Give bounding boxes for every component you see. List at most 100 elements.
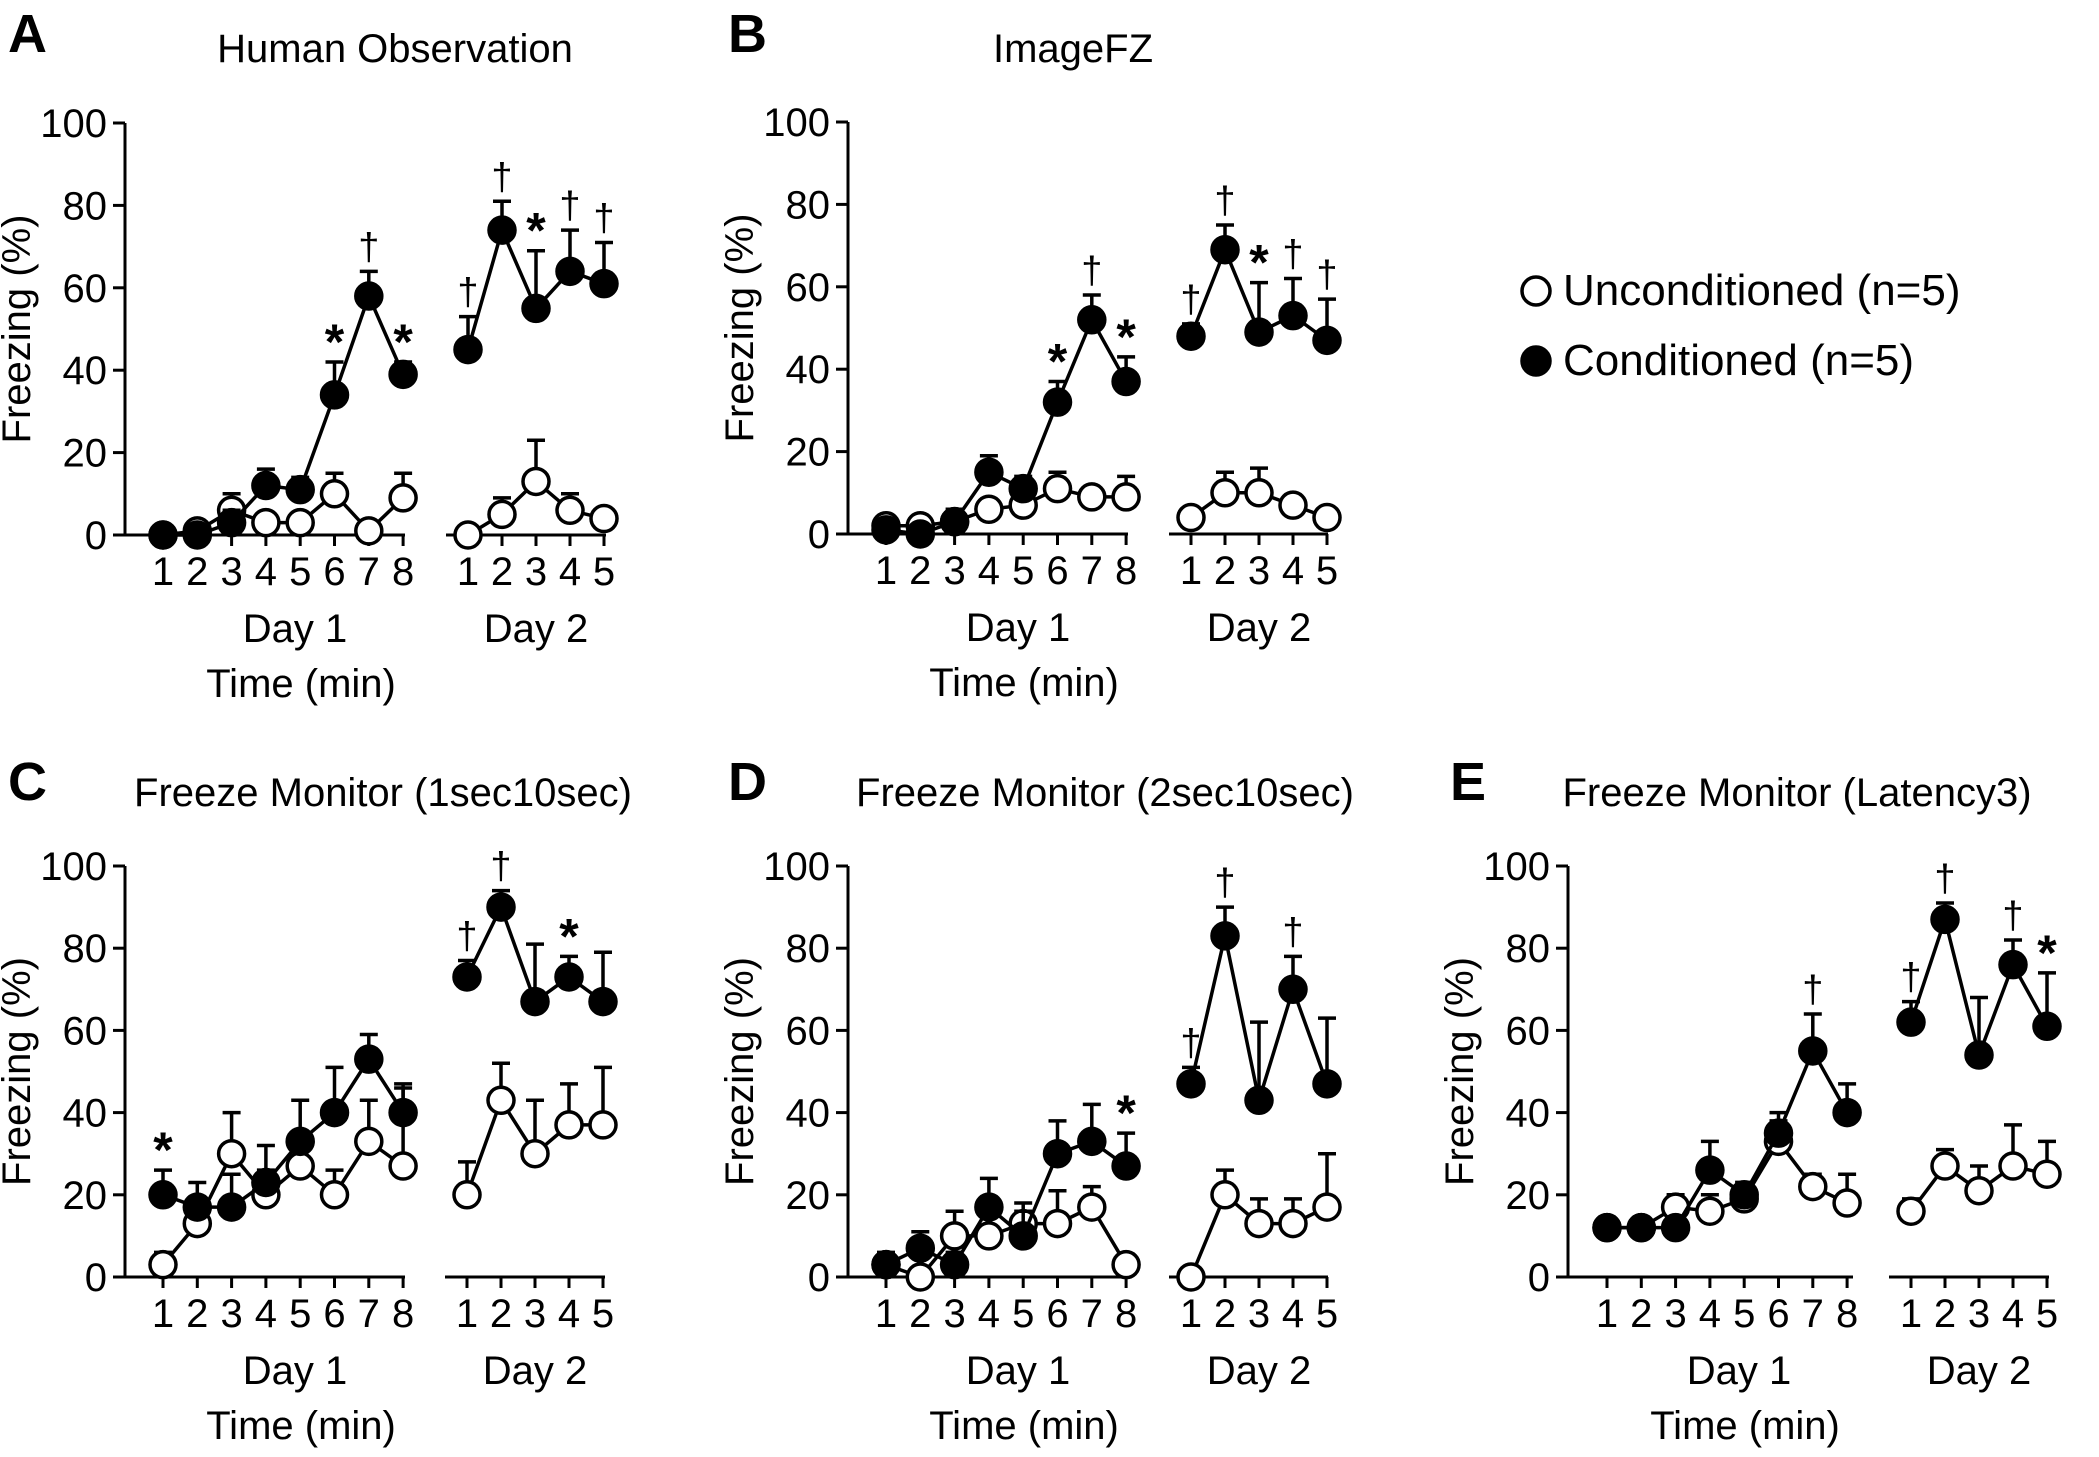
x-tick-label: 1 bbox=[875, 549, 897, 593]
series-conditioned bbox=[871, 223, 1342, 549]
data-point bbox=[216, 507, 247, 538]
group-label-day1: Day 1 bbox=[966, 1349, 1071, 1393]
significance-dagger: † bbox=[1180, 1022, 1201, 1064]
data-point bbox=[1930, 904, 1960, 935]
group-label-day1: Day 1 bbox=[243, 1349, 348, 1393]
data-point bbox=[1210, 234, 1240, 265]
x-tick-label: 4 bbox=[255, 1292, 277, 1336]
x-tick-label: 2 bbox=[1214, 549, 1236, 593]
x-tick-label: 5 bbox=[2036, 1292, 2058, 1336]
data-point bbox=[588, 986, 618, 1017]
data-point bbox=[216, 1138, 247, 1169]
x-axis-label: Time (min) bbox=[929, 661, 1119, 705]
group-label-day2: Day 2 bbox=[483, 1349, 588, 1393]
y-tick-label: 100 bbox=[763, 845, 830, 889]
data-point bbox=[354, 516, 384, 546]
x-tick-label: 3 bbox=[943, 1292, 965, 1336]
data-point bbox=[285, 507, 315, 538]
data-point bbox=[319, 1097, 350, 1128]
y-tick-label: 0 bbox=[85, 514, 107, 558]
x-tick-label: 6 bbox=[323, 550, 345, 594]
y-tick-label: 60 bbox=[786, 1009, 831, 1053]
x-tick-label: 2 bbox=[909, 1292, 931, 1336]
data-point bbox=[1042, 1138, 1073, 1169]
panel-d: D Freeze Monitor (2sec10sec) 0 20 40 60 80 100 F… bbox=[718, 752, 1354, 1448]
significance-dagger: † bbox=[559, 185, 580, 227]
data-point bbox=[354, 1044, 384, 1074]
data-point bbox=[2032, 1159, 2062, 1189]
data-point bbox=[1176, 321, 1206, 351]
data-point bbox=[453, 334, 483, 365]
data-point bbox=[589, 503, 619, 534]
x-tick-label: 2 bbox=[490, 1292, 512, 1336]
x-tick-label: 5 bbox=[592, 1292, 614, 1336]
y-tick-label: 0 bbox=[808, 513, 830, 557]
x-tick-label: 1 bbox=[152, 1292, 174, 1336]
panel-e: E Freeze Monitor (Latency3) 0 20 40 60 80 100 Fr… bbox=[1438, 752, 2062, 1448]
data-point bbox=[554, 962, 584, 992]
x-tick-label: 3 bbox=[943, 549, 965, 593]
data-point bbox=[1312, 1192, 1342, 1222]
data-point bbox=[1176, 1069, 1206, 1099]
data-point bbox=[1042, 1208, 1073, 1239]
data-point bbox=[905, 1233, 936, 1263]
chart-title: ImageFZ bbox=[993, 27, 1153, 71]
data-point bbox=[871, 1249, 901, 1280]
y-tick-label: 40 bbox=[63, 1092, 108, 1136]
y-axis-label: Freezing (%) bbox=[0, 215, 39, 444]
data-point bbox=[1111, 1249, 1141, 1280]
significance-dagger: † bbox=[491, 156, 512, 198]
data-point bbox=[486, 1085, 516, 1116]
x-tick-label: 6 bbox=[323, 1292, 345, 1336]
data-point bbox=[251, 470, 281, 501]
significance-star: * bbox=[1116, 309, 1136, 365]
data-point bbox=[354, 281, 384, 311]
x-tick-label: 8 bbox=[392, 1292, 414, 1336]
data-point bbox=[1832, 1188, 1862, 1218]
y-axis-label: Freezing (%) bbox=[718, 214, 762, 443]
data-point bbox=[1278, 974, 1308, 1005]
significance-dagger: † bbox=[358, 226, 379, 268]
significance-dagger: † bbox=[456, 916, 477, 958]
x-tick-label: 5 bbox=[289, 1292, 311, 1336]
y-tick-label: 20 bbox=[786, 431, 831, 475]
data-point bbox=[1111, 366, 1141, 397]
x-tick-label: 4 bbox=[2002, 1292, 2024, 1336]
x-tick-label: 8 bbox=[392, 550, 414, 594]
data-point bbox=[1042, 473, 1073, 504]
data-point bbox=[521, 293, 551, 324]
significance-dagger: † bbox=[1180, 279, 1201, 321]
data-point bbox=[974, 457, 1004, 487]
y-tick-label: 100 bbox=[1483, 845, 1550, 889]
y-tick-label: 0 bbox=[808, 1256, 830, 1300]
data-point bbox=[1111, 1151, 1141, 1181]
x-tick-label: 8 bbox=[1115, 549, 1137, 593]
x-tick-label: 2 bbox=[1630, 1292, 1652, 1336]
x-tick-label: 1 bbox=[1900, 1292, 1922, 1336]
data-point bbox=[453, 520, 483, 550]
group-label-day1: Day 1 bbox=[966, 606, 1071, 650]
x-axis-label: Time (min) bbox=[206, 1404, 396, 1448]
data-point bbox=[251, 1167, 281, 1198]
x-tick-label: 4 bbox=[978, 1292, 1000, 1336]
x-tick-label: 3 bbox=[525, 550, 547, 594]
data-point bbox=[520, 986, 550, 1017]
data-point bbox=[1077, 482, 1107, 512]
series-unconditioned bbox=[148, 438, 619, 550]
data-point bbox=[1312, 502, 1342, 533]
significance-dagger: † bbox=[593, 197, 614, 239]
data-point bbox=[1312, 325, 1342, 356]
x-tick-label: 4 bbox=[255, 550, 277, 594]
data-point bbox=[1077, 305, 1107, 335]
data-point bbox=[1998, 949, 2028, 980]
group-label-day2: Day 2 bbox=[1207, 606, 1312, 650]
x-tick-label: 6 bbox=[1767, 1292, 1789, 1336]
data-point bbox=[452, 1180, 482, 1210]
x-axis-label: Time (min) bbox=[1650, 1404, 1840, 1448]
data-point bbox=[1695, 1196, 1725, 1226]
legend-marker-conditioned bbox=[1520, 345, 1552, 377]
x-tick-label: 5 bbox=[1316, 1292, 1338, 1336]
data-point bbox=[285, 1151, 315, 1181]
data-point bbox=[1077, 1192, 1107, 1222]
significance-dagger: † bbox=[1282, 234, 1303, 276]
